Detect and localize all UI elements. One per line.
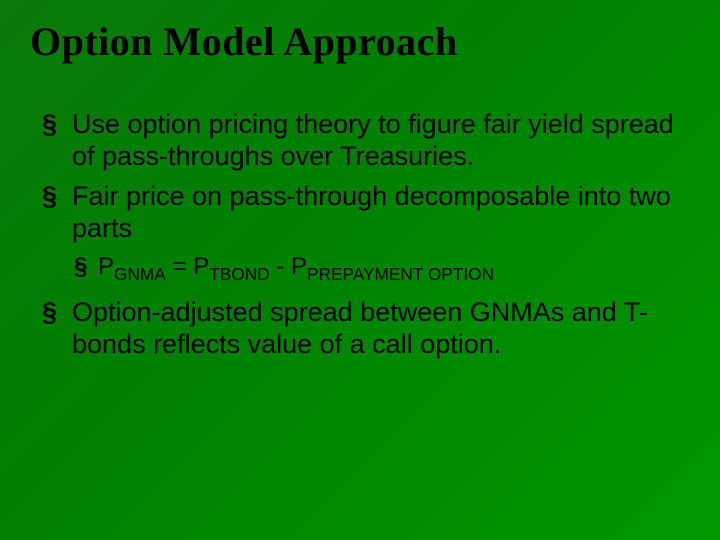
bullet-list: Use option pricing theory to figure fair…: [36, 109, 684, 361]
formula-base: P: [291, 253, 307, 280]
formula: PGNMA = PTBOND - PPREPAYMENT OPTION: [98, 252, 684, 289]
sub-bullet-list: PGNMA = PTBOND - PPREPAYMENT OPTION: [72, 252, 684, 289]
bullet-item: Option-adjusted spread between GNMAs and…: [72, 297, 684, 361]
formula-sub: PREPAYMENT OPTION: [307, 264, 494, 284]
slide: Option Model Approach Use option pricing…: [0, 0, 720, 540]
formula-base: P: [193, 253, 209, 280]
slide-title: Option Model Approach: [30, 18, 684, 65]
bullet-text: Fair price on pass-through decomposable …: [72, 181, 671, 243]
formula-base: P: [98, 253, 114, 280]
bullet-item: Use option pricing theory to figure fair…: [72, 109, 684, 173]
formula-sub: GNMA: [114, 264, 166, 284]
bullet-text: Use option pricing theory to figure fair…: [72, 109, 674, 171]
formula-term: PPREPAYMENT OPTION: [291, 253, 494, 280]
bullet-item: Fair price on pass-through decomposable …: [72, 181, 684, 290]
bullet-text: Option-adjusted spread between GNMAs and…: [72, 297, 648, 359]
formula-term: PTBOND: [193, 253, 269, 280]
formula-op: -: [270, 253, 291, 280]
formula-op: =: [166, 253, 193, 280]
formula-term: PGNMA: [98, 253, 166, 280]
formula-sub: TBOND: [209, 264, 269, 284]
